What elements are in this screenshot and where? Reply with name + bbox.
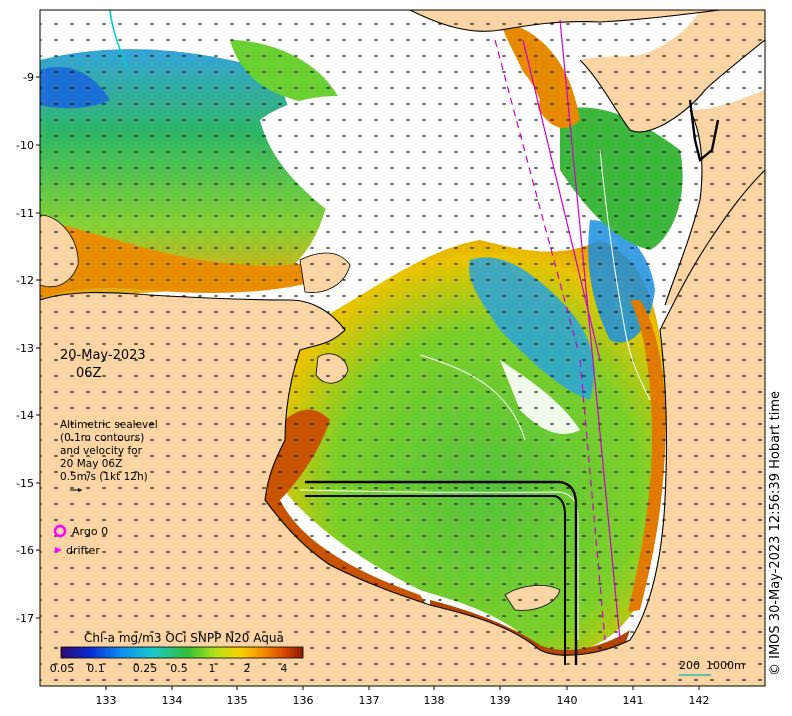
altimetry-note-line-1: Altimetric sealevel <box>60 419 158 431</box>
y-axis: -9 -10 -11 -12 -13 -14 -15 -16 -17 <box>16 71 40 625</box>
y-tick-label: -16 <box>16 544 34 557</box>
x-tick-label: 134 <box>162 694 183 707</box>
argo-marker-icon <box>53 524 67 538</box>
altimeter-track-1 <box>494 39 579 351</box>
colorbar-tick-label: 0.05 <box>50 662 75 675</box>
y-tick-label: -10 <box>16 139 34 152</box>
colorbar-tick-label: 0.5 <box>170 662 188 675</box>
x-tick-label: 135 <box>227 694 248 707</box>
map-plot-area <box>40 10 765 686</box>
x-tick-label: 141 <box>623 694 644 707</box>
altimeter-track-4 <box>579 359 606 641</box>
colorbar-ticks: 0.05 0.1 0.25 0.5 1 2 4 <box>50 662 288 675</box>
x-tick-label: 133 <box>96 694 117 707</box>
velocity-scale-arrowhead-icon <box>78 488 82 492</box>
drifter-track-south <box>305 480 578 665</box>
altimetry-note-line-4: 20 May 06Z <box>60 458 123 470</box>
sealevel-contour-3 <box>599 149 651 401</box>
drifter-track-northeast <box>688 99 720 163</box>
altimetry-note-line-5: 0.5m/s (1kt 12h) <box>60 471 148 483</box>
y-tick-label: -12 <box>16 274 34 287</box>
y-tick-label: -15 <box>16 477 34 490</box>
drifter-label: drifter <box>66 544 100 557</box>
colorbar-title: Chl-a mg/m3 OCi SNPP N20 Aqua <box>84 631 284 645</box>
colorbar-tick-label: 4 <box>281 662 288 675</box>
x-tick-label: 142 <box>689 694 710 707</box>
colorbar-tick-label: 2 <box>244 662 251 675</box>
time-label: 06Z <box>76 366 102 381</box>
y-tick-label: -9 <box>23 71 34 84</box>
x-tick-label: 140 <box>557 694 578 707</box>
y-tick-label: -17 <box>16 612 34 625</box>
cyan-contour-line <box>109 10 129 71</box>
sealevel-contour-2 <box>419 354 526 441</box>
drifter-track-inner <box>305 495 566 665</box>
colorbar-tick-label: 0.25 <box>133 662 158 675</box>
altimetry-note-line-3: and velocity for <box>60 445 142 457</box>
colorbar-tick-label: 1 <box>209 662 216 675</box>
date-label: 20-May-2023 <box>60 348 146 363</box>
altimetry-note-line-2: (0.1m contours) <box>60 432 145 444</box>
x-axis: 133 134 135 136 137 138 139 140 141 142 <box>96 686 710 707</box>
x-tick-label: 137 <box>359 694 380 707</box>
argo-label: Argo 0 <box>72 525 108 538</box>
velocity-arrow-field <box>40 10 765 686</box>
altimeter-track-3 <box>559 19 621 641</box>
x-tick-label: 136 <box>293 694 314 707</box>
x-tick-label: 138 <box>424 694 445 707</box>
drifter-marker-icon <box>55 547 62 553</box>
credit-label: © IMOS 30-May-2023 12:56:39 Hobart time <box>768 391 783 676</box>
colorbar-tick-label: 0.1 <box>87 662 105 675</box>
y-tick-label: -11 <box>16 207 34 220</box>
x-tick-label: 139 <box>490 694 511 707</box>
y-tick-label: -13 <box>16 342 34 355</box>
colorbar <box>60 646 304 659</box>
scale-bar-label-1000m: 1000m <box>706 659 745 672</box>
scale-bar-label-200: 200 <box>679 659 700 672</box>
y-tick-label: -14 <box>16 409 34 422</box>
